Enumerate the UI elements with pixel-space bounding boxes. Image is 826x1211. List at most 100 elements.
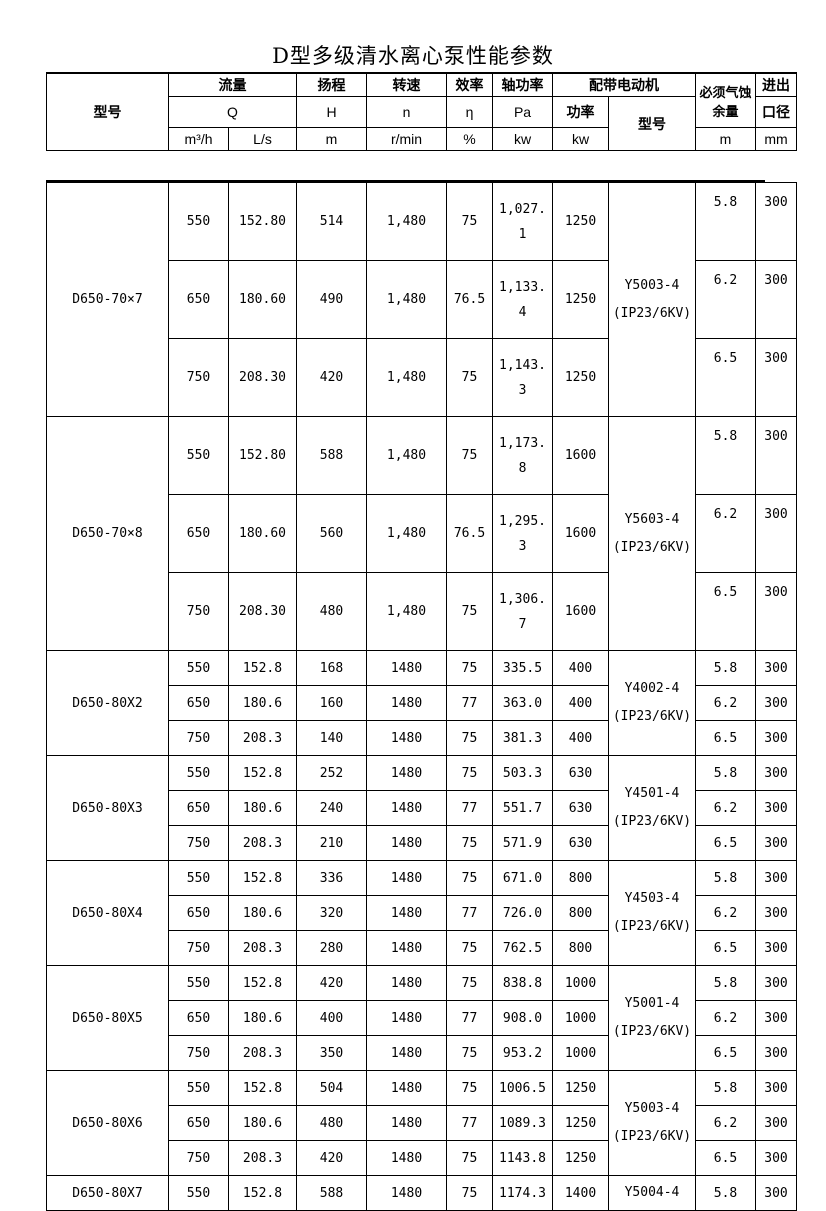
speed-cell: 1480 bbox=[366, 1140, 447, 1176]
header-eff-unit: % bbox=[446, 127, 493, 151]
header-speed-symbol: n bbox=[366, 96, 447, 128]
model-cell: D650-80X2 bbox=[46, 650, 169, 756]
shaft-power-cell: 1,306.7 bbox=[492, 572, 553, 651]
efficiency-cell: 75 bbox=[446, 965, 493, 1001]
flow-ls-cell: 152.8 bbox=[228, 1070, 297, 1106]
port-cell: 300 bbox=[755, 965, 797, 1001]
shaft-power-cell: 1,173.8 bbox=[492, 416, 553, 495]
divider bbox=[46, 180, 765, 182]
motor-model-cell: Y5003-4 (IP23/6KV) bbox=[608, 1070, 696, 1176]
flow-m3h-cell: 550 bbox=[168, 1175, 229, 1211]
npsh-cell: 5.8 bbox=[695, 182, 756, 261]
npsh-cell: 5.8 bbox=[695, 650, 756, 686]
flow-m3h-cell: 650 bbox=[168, 494, 229, 573]
npsh-cell: 5.8 bbox=[695, 1175, 756, 1211]
flow-ls-cell: 180.6 bbox=[228, 1105, 297, 1141]
speed-cell: 1480 bbox=[366, 895, 447, 931]
model-cell: D650-80X5 bbox=[46, 965, 169, 1071]
flow-ls-cell: 208.3 bbox=[228, 1035, 297, 1071]
header-head-unit: m bbox=[296, 127, 367, 151]
port-cell: 300 bbox=[755, 790, 797, 826]
motor-model-line: (IP23/6KV) bbox=[612, 709, 692, 724]
motor-power-cell: 630 bbox=[552, 825, 609, 861]
shaft-power-cell: 551.7 bbox=[492, 790, 553, 826]
speed-cell: 1480 bbox=[366, 790, 447, 826]
table-row: 750 208.30 480 1,480 75 1,306.7 1600 6.5 300 bbox=[47, 572, 797, 651]
head-cell: 400 bbox=[296, 1000, 367, 1036]
head-cell: 490 bbox=[296, 260, 367, 339]
head-cell: 140 bbox=[296, 720, 367, 756]
speed-cell: 1480 bbox=[366, 860, 447, 896]
npsh-cell: 6.2 bbox=[695, 1000, 756, 1036]
npsh-cell: 5.8 bbox=[695, 860, 756, 896]
npsh-cell: 6.2 bbox=[695, 1105, 756, 1141]
flow-m3h-cell: 550 bbox=[168, 416, 229, 495]
header-model: 型号 bbox=[46, 72, 169, 151]
motor-power-cell: 630 bbox=[552, 755, 609, 791]
efficiency-cell: 77 bbox=[446, 1000, 493, 1036]
header-flow-symbol: Q bbox=[168, 96, 297, 128]
port-cell: 300 bbox=[755, 895, 797, 931]
shaft-power-cell: 1143.8 bbox=[492, 1140, 553, 1176]
shaft-power-cell: 571.9 bbox=[492, 825, 553, 861]
head-cell: 514 bbox=[296, 182, 367, 261]
npsh-cell: 5.8 bbox=[695, 416, 756, 495]
table-row: 750 208.3 350 1480 75 953.2 1000 6.5 300 bbox=[47, 1035, 797, 1071]
motor-model-cell: Y5003-4 (IP23/6KV) bbox=[608, 182, 696, 417]
speed-cell: 1480 bbox=[366, 1105, 447, 1141]
flow-ls-cell: 180.6 bbox=[228, 895, 297, 931]
efficiency-cell: 75 bbox=[446, 416, 493, 495]
header-head-symbol: H bbox=[296, 96, 367, 128]
motor-model-line: (IP23/6KV) bbox=[612, 814, 692, 829]
table-row: D650-80X6 550 152.8 504 1480 75 1006.5 1250 Y500… bbox=[46, 1070, 797, 1176]
motor-model-cell: Y4501-4 (IP23/6KV) bbox=[608, 755, 696, 861]
flow-ls-cell: 208.30 bbox=[228, 572, 297, 651]
motor-power-cell: 400 bbox=[552, 685, 609, 721]
motor-power-cell: 1250 bbox=[552, 182, 609, 261]
shaft-power-cell: 381.3 bbox=[492, 720, 553, 756]
table-row: 750 208.30 420 1,480 75 1,143.3 1250 6.5 300 bbox=[47, 338, 797, 417]
flow-m3h-cell: 550 bbox=[168, 755, 229, 791]
speed-cell: 1480 bbox=[366, 965, 447, 1001]
head-cell: 588 bbox=[296, 1175, 367, 1211]
header-motor-power: 功率 bbox=[552, 96, 609, 128]
head-cell: 350 bbox=[296, 1035, 367, 1071]
head-cell: 320 bbox=[296, 895, 367, 931]
shaft-power-cell: 1,295.3 bbox=[492, 494, 553, 573]
flow-ls-cell: 152.8 bbox=[228, 755, 297, 791]
flow-ls-cell: 208.3 bbox=[228, 1140, 297, 1176]
header-motor-power-unit: kw bbox=[552, 127, 609, 151]
efficiency-cell: 75 bbox=[446, 825, 493, 861]
efficiency-cell: 75 bbox=[446, 1175, 493, 1211]
npsh-cell: 5.8 bbox=[695, 755, 756, 791]
efficiency-cell: 75 bbox=[446, 860, 493, 896]
port-cell: 300 bbox=[755, 1140, 797, 1176]
motor-power-cell: 1600 bbox=[552, 572, 609, 651]
motor-model-line: (IP23/6KV) bbox=[612, 1024, 692, 1039]
speed-cell: 1480 bbox=[366, 685, 447, 721]
table-row: D650-80X5 550 152.8 420 1480 75 838.8 1000 Y5001… bbox=[46, 965, 797, 1071]
flow-ls-cell: 152.8 bbox=[228, 1175, 297, 1211]
port-cell: 300 bbox=[755, 860, 797, 896]
head-cell: 240 bbox=[296, 790, 367, 826]
npsh-cell: 6.5 bbox=[695, 338, 756, 417]
header-flow-unit-ls: L/s bbox=[228, 127, 297, 151]
flow-m3h-cell: 650 bbox=[168, 685, 229, 721]
flow-ls-cell: 152.80 bbox=[228, 182, 297, 261]
efficiency-cell: 76.5 bbox=[446, 494, 493, 573]
motor-power-cell: 1400 bbox=[552, 1175, 609, 1211]
flow-m3h-cell: 750 bbox=[168, 930, 229, 966]
npsh-cell: 6.2 bbox=[695, 494, 756, 573]
shaft-power-cell: 726.0 bbox=[492, 895, 553, 931]
motor-model-line: (IP23/6KV) bbox=[612, 539, 692, 555]
flow-m3h-cell: 650 bbox=[168, 895, 229, 931]
port-cell: 300 bbox=[755, 825, 797, 861]
motor-model-line: Y5003-4 bbox=[624, 1101, 680, 1116]
header-shaft-power: 轴功率 bbox=[492, 72, 553, 97]
page-title: D型多级清水离心泵性能参数 bbox=[272, 44, 554, 68]
shaft-power-cell: 1174.3 bbox=[492, 1175, 553, 1211]
head-cell: 252 bbox=[296, 755, 367, 791]
table-row: 750 208.3 280 1480 75 762.5 800 6.5 300 bbox=[47, 930, 797, 966]
flow-m3h-cell: 750 bbox=[168, 572, 229, 651]
shaft-power-cell: 363.0 bbox=[492, 685, 553, 721]
